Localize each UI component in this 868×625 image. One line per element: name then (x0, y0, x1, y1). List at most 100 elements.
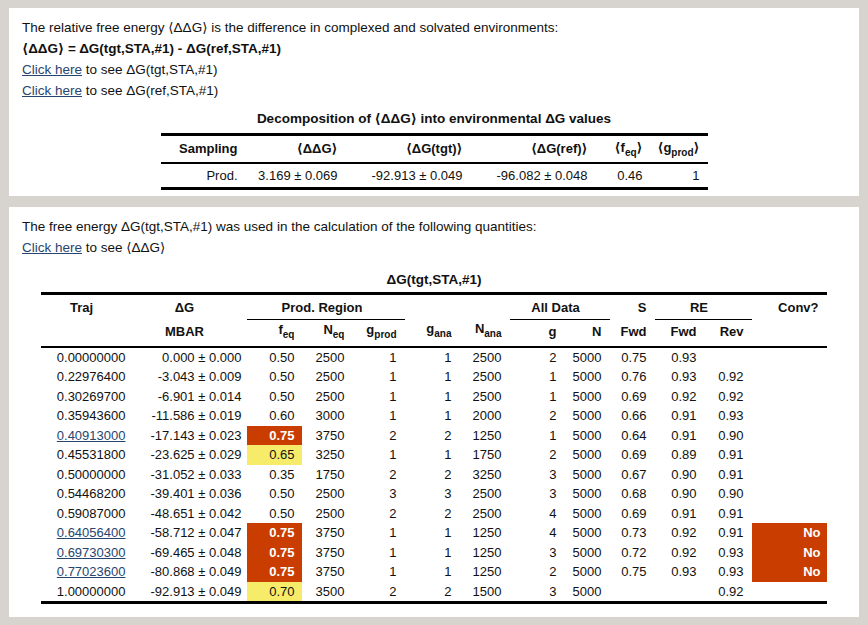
traj-value: 0.30269700 (41, 387, 129, 407)
g-value: 3 (510, 543, 565, 563)
gprod-header-sub: prod (671, 147, 693, 158)
nana-value: 3250 (460, 465, 510, 485)
entropy-fwd-value: 0.69 (610, 445, 655, 465)
col-group-dg: ΔG (129, 294, 247, 320)
col-header-dg-tgt: ⟨ΔG(tgt)⟩ (346, 135, 471, 163)
entropy-fwd-value: 0.64 (610, 426, 655, 446)
nana-value: 2500 (460, 387, 510, 407)
dg-ref-value: -96.082 ± 0.048 (471, 163, 596, 189)
n-value: 5000 (565, 504, 610, 524)
dg-table-body: 0.000000000.000 ± 0.0000.502500112500250… (41, 347, 826, 603)
dg-mbar-value: -39.401 ± 0.036 (129, 484, 247, 504)
dg-tgt-value: -92.913 ± 0.049 (346, 163, 471, 189)
nana-value: 1500 (460, 582, 510, 603)
re-fwd-value: 0.91 (655, 406, 705, 426)
traj-value: 0.22976400 (41, 367, 129, 387)
dg-table-row: 0.77023600-80.868 ± 0.0490.7537501112502… (41, 562, 826, 582)
decomposition-table: Sampling ⟨ΔΔG⟩ ⟨ΔG(tgt)⟩ ⟨ΔG(ref)⟩ ⟨feq⟩… (161, 133, 708, 190)
gana-value: 1 (405, 445, 460, 465)
ddg-equation: ⟨ΔΔG⟩ = ΔG(tgt,STA,#1) - ΔG(ref,STA,#1) (22, 38, 846, 59)
gana-value: 1 (405, 347, 460, 368)
report-page: { "colors": { "page_background": "#d7d3c… (0, 0, 868, 625)
n-value: 5000 (565, 543, 610, 563)
col-group-prod-region: Prod. Region (247, 294, 404, 320)
nana-value: 1250 (460, 426, 510, 446)
conv-value (752, 484, 827, 504)
neq-base: N (323, 322, 332, 337)
feq-value: 0.75 (247, 523, 302, 543)
neq-value: 2500 (302, 367, 352, 387)
dg-mbar-value: -11.586 ± 0.019 (129, 406, 247, 426)
re-rev-value: 0.93 (705, 543, 752, 563)
traj-link[interactable]: 0.64056400 (41, 523, 129, 543)
conv-value: No (752, 543, 827, 563)
feq-value: 0.75 (247, 562, 302, 582)
col-header-gprod: ⟨gprod⟩ (651, 135, 708, 163)
neq-value: 3750 (302, 426, 352, 446)
n-value: 5000 (565, 523, 610, 543)
n-value: 5000 (565, 347, 610, 368)
dg-mbar-value: -23.625 ± 0.029 (129, 445, 247, 465)
dg-table-row: 0.54468200-39.401 ± 0.0360.5025003325003… (41, 484, 826, 504)
feq-value: 0.75 (247, 426, 302, 446)
nana-value: 2500 (460, 347, 510, 368)
n-value: 5000 (565, 406, 610, 426)
neq-value: 2500 (302, 504, 352, 524)
n-value: 5000 (565, 367, 610, 387)
link-line-tgt: Click here to see ΔG(tgt,STA,#1) (22, 59, 846, 80)
conv-value (752, 465, 827, 485)
feq-value: 0.75 (247, 543, 302, 563)
col-group-conv: Conv? (752, 294, 827, 320)
gprod-value: 1 (352, 387, 404, 407)
g-value: 2 (510, 445, 565, 465)
neq-value: 2500 (302, 387, 352, 407)
gprod-value: 1 (352, 543, 404, 563)
dg-table-row: 0.69730300-69.465 ± 0.0480.7537501112503… (41, 543, 826, 563)
conv-value (752, 504, 827, 524)
link-line-ref: Click here to see ΔG(ref,STA,#1) (22, 80, 846, 101)
nana-base: N (475, 321, 484, 336)
traj-link[interactable]: 0.77023600 (41, 562, 129, 582)
n-value: 5000 (565, 582, 610, 603)
usage-text: The free energy ΔG(tgt,STA,#1) was used … (22, 216, 846, 237)
col-group-nana-spacer (460, 294, 510, 320)
ddg-value: 3.169 ± 0.069 (246, 163, 346, 189)
gana-value: 1 (405, 367, 460, 387)
dg-table-row: 0.22976400-3.043 ± 0.0090.50250011250015… (41, 367, 826, 387)
traj-link[interactable]: 0.40913000 (41, 426, 129, 446)
dg-table-row: 1.00000000-92.913 ± 0.0490.7035002215003… (41, 582, 826, 603)
re-rev-value: 0.92 (705, 367, 752, 387)
traj-value: 0.50000000 (41, 465, 129, 485)
click-here-link-ref[interactable]: Click here (22, 83, 82, 98)
dg-mbar-value: -92.913 ± 0.049 (129, 582, 247, 603)
dg-table: Traj ΔG Prod. Region All Data S RE Conv?… (41, 292, 826, 604)
traj-link[interactable]: 0.69730300 (41, 543, 129, 563)
nana-value: 1250 (460, 523, 510, 543)
re-rev-value: 0.91 (705, 523, 752, 543)
traj-value: 1.00000000 (41, 582, 129, 603)
gprod-value: 1 (352, 445, 404, 465)
col-header-feq: feq (247, 319, 302, 347)
feq-avg-value: 0.46 (596, 163, 651, 189)
col-group-entropy: S (610, 294, 655, 320)
click-here-link-ddg[interactable]: Click here (22, 240, 82, 255)
click-here-link-tgt[interactable]: Click here (22, 62, 82, 77)
entropy-fwd-value: 0.72 (610, 543, 655, 563)
gprod-value: 1 (352, 562, 404, 582)
traj-value: 0.59087000 (41, 504, 129, 524)
feq-value: 0.60 (247, 406, 302, 426)
re-fwd-value: 0.90 (655, 465, 705, 485)
traj-value: 0.54468200 (41, 484, 129, 504)
re-fwd-value: 0.92 (655, 543, 705, 563)
dg-mbar-value: -3.043 ± 0.009 (129, 367, 247, 387)
entropy-fwd-value: 0.69 (610, 504, 655, 524)
col-header-traj-spacer (41, 319, 129, 347)
sampling-value: Prod. (161, 163, 246, 189)
col-group-re: RE (655, 294, 752, 320)
re-rev-value: 0.91 (705, 504, 752, 524)
dg-table-row: 0.59087000-48.651 ± 0.0420.5025002225004… (41, 504, 826, 524)
gprod-sub: prod (374, 328, 396, 339)
g-value: 4 (510, 523, 565, 543)
entropy-fwd-value: 0.76 (610, 367, 655, 387)
dg-table-row: 0.30269700-6.901 ± 0.0140.50250011250015… (41, 387, 826, 407)
